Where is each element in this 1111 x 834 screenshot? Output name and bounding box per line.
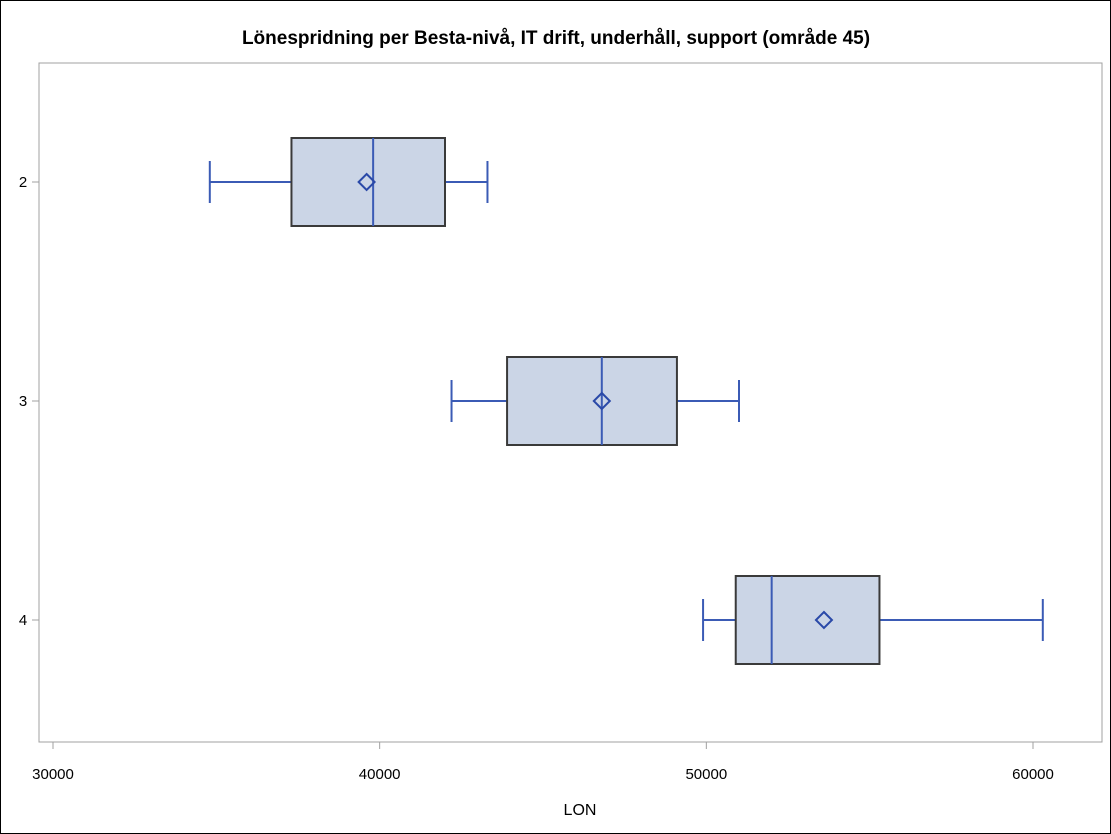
mean-diamond-icon [357, 172, 377, 192]
y-tick-label: 2 [19, 174, 27, 191]
mean-diamond-icon [814, 610, 834, 630]
axes-layer [38, 62, 1103, 743]
box-iqr [290, 137, 447, 227]
x-tick-label: 50000 [685, 766, 727, 783]
chart-title: Lönespridning per Besta-nivå, IT drift, … [242, 28, 870, 49]
x-tick-label: 60000 [1012, 766, 1054, 783]
box-2 [208, 137, 489, 227]
box-iqr [506, 356, 678, 446]
ticks-layer: 30000 40000 50000 60000 2 3 4 [19, 174, 1054, 783]
boxes-layer [208, 137, 1044, 665]
y-tick-label: 3 [19, 393, 27, 410]
box-3 [450, 356, 740, 446]
x-axis-label: LON [564, 802, 597, 819]
x-tick-label: 30000 [32, 766, 74, 783]
mean-diamond-icon [592, 391, 612, 411]
box-4 [702, 575, 1044, 665]
y-tick-label: 4 [19, 612, 27, 629]
plot-area-frame [38, 62, 1103, 743]
box-iqr [734, 575, 881, 665]
x-tick-label: 40000 [359, 766, 401, 783]
